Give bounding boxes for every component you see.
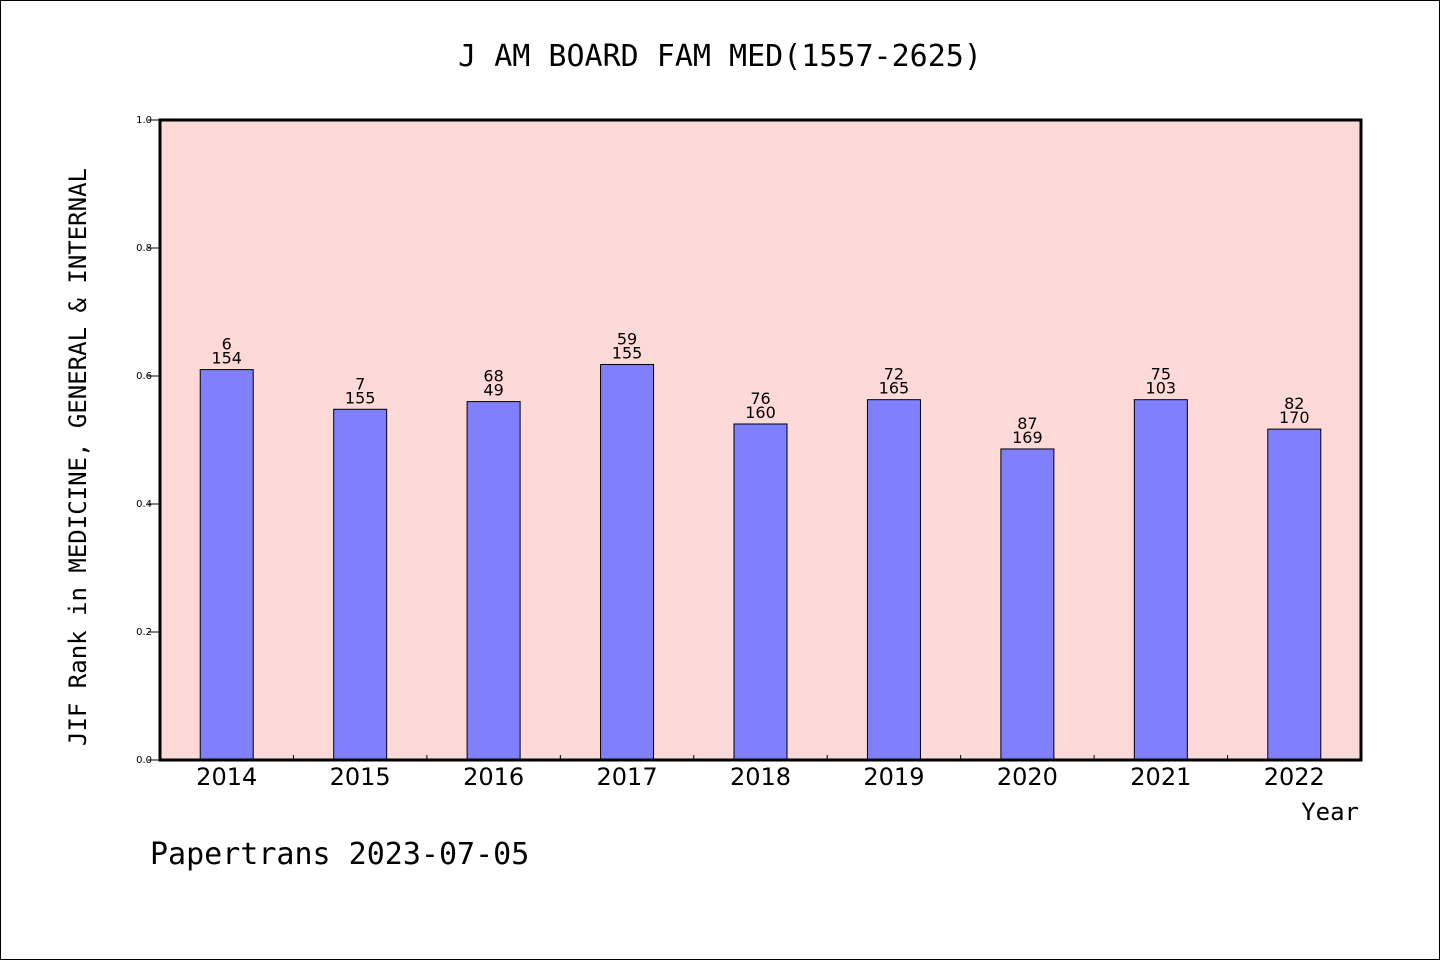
x-tick-label: 2015 <box>330 763 391 791</box>
bar-label-top: 7 <box>355 374 365 393</box>
y-tick-label: 0.8 <box>136 243 152 254</box>
y-tick-label: 0.0 <box>136 755 152 766</box>
x-axis-ticks: 2014 2015 2016 2017 2018 2019 2020 2021 2022 <box>196 755 1325 791</box>
bar-label-bottom: 155 <box>612 343 643 362</box>
bar-label-top: 87 <box>1017 414 1037 433</box>
x-tick-label: 2021 <box>1130 763 1191 791</box>
x-tick-label: 2020 <box>997 763 1058 791</box>
y-tick-label: 0.2 <box>136 627 152 638</box>
bar-label-bottom: 160 <box>745 403 776 422</box>
bar-label-top: 72 <box>884 365 904 384</box>
bar-label-top: 59 <box>617 329 637 348</box>
y-tick-label: 0.4 <box>136 499 152 510</box>
bar-label-top: 82 <box>1284 394 1304 413</box>
x-tick-label: 2018 <box>730 763 791 791</box>
bars <box>199 363 1322 761</box>
x-tick-label: 2019 <box>863 763 924 791</box>
bar-label-top: 68 <box>483 367 503 386</box>
plot-border <box>158 118 1363 762</box>
bar-labels: 6154715568495915576160721658716975103821… <box>211 329 1309 446</box>
bar-label-bottom: 103 <box>1146 379 1177 398</box>
x-tick-label: 2017 <box>597 763 658 791</box>
bar-label-bottom: 165 <box>879 379 910 398</box>
bar-2018 <box>733 423 788 761</box>
footer-credit: Papertrans 2023-07-05 <box>150 837 529 872</box>
bar-label-bottom: 169 <box>1012 428 1043 447</box>
y-tick-label: 1.0 <box>136 115 152 126</box>
bar-2022 <box>1267 428 1322 761</box>
y-tick-label: 0.6 <box>136 371 152 382</box>
bar-2021 <box>1133 399 1188 761</box>
bar-2016 <box>466 401 521 761</box>
x-tick-label: 2016 <box>463 763 524 791</box>
bar-label-bottom: 154 <box>211 349 242 368</box>
bar-2020 <box>1000 448 1055 761</box>
bar-label-bottom: 155 <box>345 388 376 407</box>
bar-label-bottom: 170 <box>1279 408 1310 427</box>
bar-2019 <box>866 399 921 761</box>
bar-label-top: 76 <box>750 389 770 408</box>
bar-2015 <box>333 408 388 761</box>
y-axis-ticks: 0.0 0.2 0.4 0.6 0.8 1.0 <box>136 115 160 766</box>
x-tick-label: 2014 <box>196 763 257 791</box>
bar-label-bottom: 49 <box>483 381 503 400</box>
chart-title: J AM BOARD FAM MED(1557-2625) <box>458 39 982 74</box>
y-axis-label: JIF Rank in MEDICINE, GENERAL & INTERNAL <box>64 168 92 746</box>
x-tick-label: 2022 <box>1264 763 1325 791</box>
bar-2014 <box>199 369 254 761</box>
bar-2017 <box>600 363 655 761</box>
bar-label-top: 75 <box>1151 365 1171 384</box>
bar-label-top: 6 <box>222 335 232 354</box>
x-axis-label: Year <box>1301 798 1359 826</box>
